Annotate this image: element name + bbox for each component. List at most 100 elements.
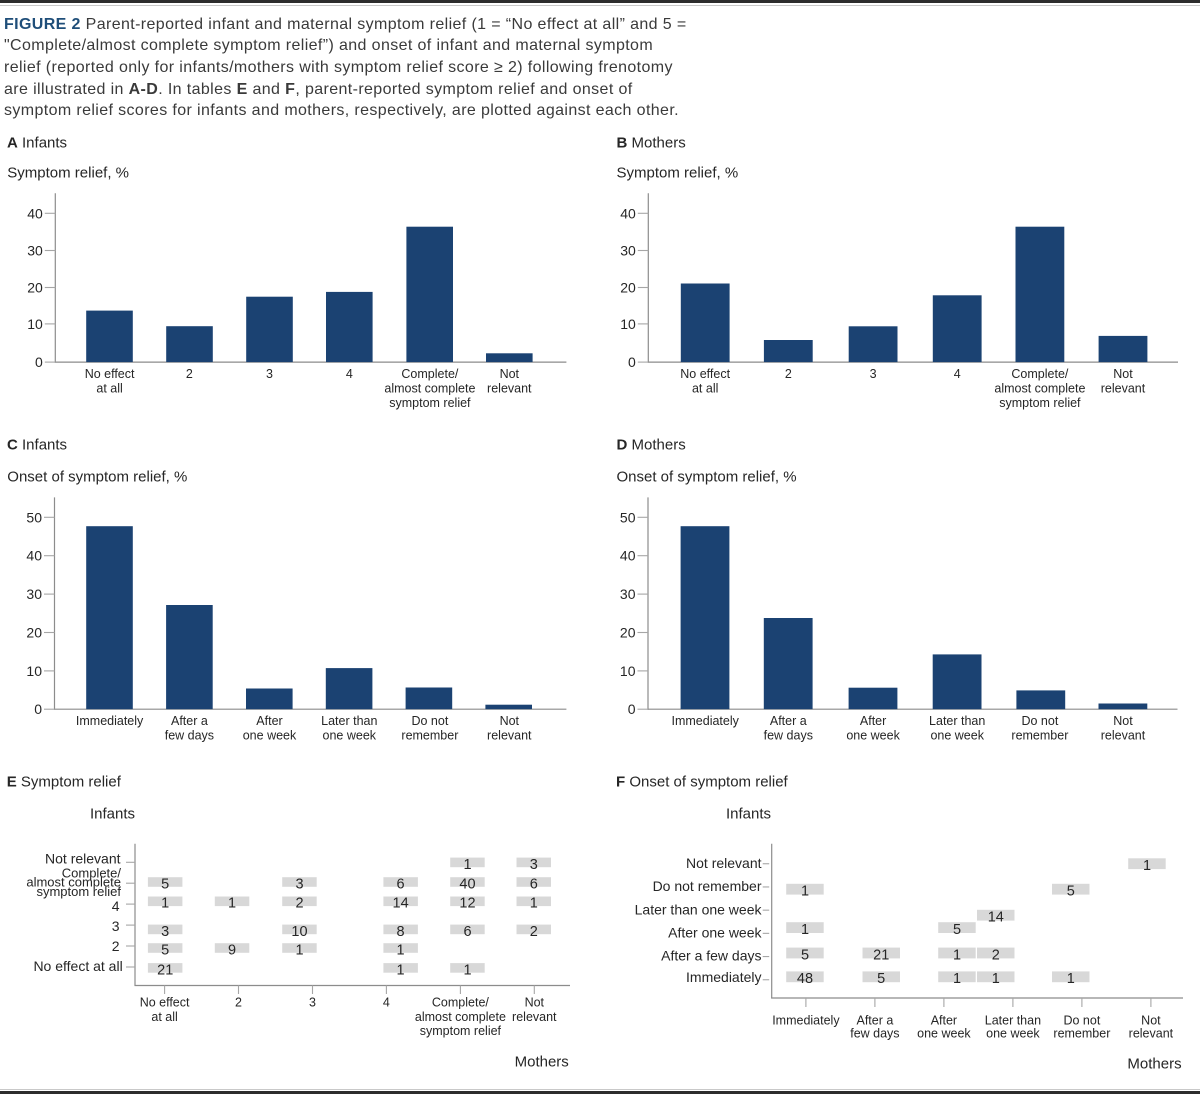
svg-text:Not: Not [500, 367, 520, 381]
svg-text:Not: Not [1141, 1014, 1161, 1028]
svg-text:2: 2 [295, 896, 303, 912]
svg-text:No effect: No effect [85, 367, 135, 381]
svg-text:3: 3 [530, 857, 538, 873]
svg-text:5: 5 [161, 942, 169, 958]
svg-text:1: 1 [992, 971, 1000, 987]
svg-text:almost complete: almost complete [384, 382, 475, 396]
svg-text:20: 20 [620, 625, 636, 641]
svg-text:5: 5 [801, 947, 809, 963]
svg-text:50: 50 [26, 509, 42, 525]
svg-text:1: 1 [295, 942, 303, 958]
svg-text:F Onset of symptom relief: F Onset of symptom relief [616, 774, 789, 791]
svg-text:Immediately: Immediately [686, 969, 761, 985]
svg-text:30: 30 [27, 243, 43, 259]
svg-text:5: 5 [877, 971, 885, 987]
svg-text:one week: one week [323, 729, 377, 743]
svg-text:3: 3 [112, 918, 120, 934]
svg-text:Later than: Later than [929, 714, 985, 728]
svg-text:1: 1 [953, 947, 961, 963]
svg-text:1: 1 [530, 896, 538, 912]
svg-text:Infants: Infants [90, 805, 135, 822]
svg-text:20: 20 [26, 625, 42, 641]
svg-text:Do not: Do not [1063, 1014, 1100, 1028]
svg-text:3: 3 [870, 367, 877, 381]
svg-text:Mothers: Mothers [1127, 1056, 1181, 1073]
svg-text:3: 3 [161, 924, 169, 940]
svg-text:symptom relief: symptom relief [36, 884, 121, 899]
svg-text:After a: After a [770, 714, 807, 728]
svg-text:Not: Not [525, 996, 545, 1010]
svg-text:1: 1 [397, 962, 405, 978]
svg-text:40: 40 [26, 548, 42, 564]
svg-text:relevant: relevant [1101, 729, 1146, 743]
svg-text:10: 10 [291, 924, 307, 940]
svg-text:Do not remember: Do not remember [653, 878, 762, 894]
svg-text:48: 48 [797, 971, 813, 987]
svg-text:After: After [860, 714, 886, 728]
svg-text:No effect: No effect [680, 367, 730, 381]
svg-text:4: 4 [346, 367, 353, 381]
svg-text:21: 21 [157, 962, 173, 978]
svg-text:symptom relief: symptom relief [389, 396, 471, 410]
svg-text:Later than one week: Later than one week [635, 901, 763, 917]
svg-text:6: 6 [463, 924, 471, 940]
svg-text:relevant: relevant [1101, 382, 1146, 396]
svg-text:0: 0 [34, 701, 42, 717]
svg-text:remember: remember [1053, 1027, 1110, 1041]
svg-text:6: 6 [397, 876, 405, 892]
svg-text:symptom relief: symptom relief [999, 396, 1081, 410]
svg-text:14: 14 [988, 910, 1004, 926]
svg-text:5: 5 [953, 922, 961, 938]
svg-text:1: 1 [1143, 858, 1151, 874]
svg-text:Onset of symptom relief, %: Onset of symptom relief, % [7, 468, 187, 485]
svg-text:A Infants: A Infants [7, 134, 67, 151]
svg-text:relevant: relevant [487, 729, 532, 743]
svg-text:Not: Not [1113, 367, 1133, 381]
svg-text:at all: at all [151, 1010, 177, 1024]
svg-text:Not relevant: Not relevant [686, 855, 762, 871]
svg-text:Later than: Later than [321, 714, 377, 728]
svg-text:remember: remember [1011, 729, 1068, 743]
svg-text:40: 40 [459, 876, 475, 892]
svg-text:almost complete: almost complete [26, 875, 121, 890]
svg-text:50: 50 [620, 509, 636, 525]
svg-text:12: 12 [459, 896, 475, 912]
svg-text:2: 2 [992, 947, 1000, 963]
svg-text:After one week: After one week [668, 925, 762, 941]
svg-text:No effect: No effect [140, 996, 190, 1010]
svg-text:1: 1 [397, 942, 405, 958]
svg-text:remember: remember [401, 729, 458, 743]
svg-text:Complete/: Complete/ [432, 996, 489, 1010]
svg-text:After a: After a [171, 714, 208, 728]
svg-text:symptom relief: symptom relief [420, 1024, 502, 1038]
svg-text:40: 40 [620, 548, 636, 564]
svg-text:Complete/: Complete/ [62, 865, 122, 880]
svg-text:0: 0 [628, 354, 636, 370]
svg-text:1: 1 [801, 922, 809, 938]
svg-text:one week: one week [917, 1027, 971, 1041]
svg-text:1: 1 [463, 857, 471, 873]
svg-text:After: After [931, 1014, 957, 1028]
svg-text:5: 5 [161, 876, 169, 892]
svg-text:10: 10 [27, 316, 43, 332]
svg-text:3: 3 [295, 876, 303, 892]
svg-text:relevant: relevant [512, 1010, 557, 1024]
svg-text:few days: few days [850, 1027, 899, 1041]
svg-text:relevant: relevant [1129, 1027, 1174, 1041]
svg-text:2: 2 [235, 996, 242, 1010]
svg-text:30: 30 [620, 243, 636, 259]
svg-text:0: 0 [628, 701, 636, 717]
svg-text:one week: one week [846, 729, 900, 743]
svg-text:4: 4 [112, 898, 120, 914]
svg-text:After a: After a [856, 1014, 893, 1028]
svg-text:9: 9 [228, 942, 236, 958]
svg-text:5: 5 [1067, 884, 1075, 900]
svg-text:14: 14 [393, 896, 409, 912]
svg-text:1: 1 [801, 884, 809, 900]
svg-text:Do not: Do not [1021, 714, 1058, 728]
svg-text:Immediately: Immediately [672, 714, 740, 728]
svg-text:1: 1 [161, 896, 169, 912]
svg-text:Complete/: Complete/ [1011, 367, 1068, 381]
svg-text:1: 1 [463, 962, 471, 978]
svg-text:one week: one week [930, 729, 984, 743]
